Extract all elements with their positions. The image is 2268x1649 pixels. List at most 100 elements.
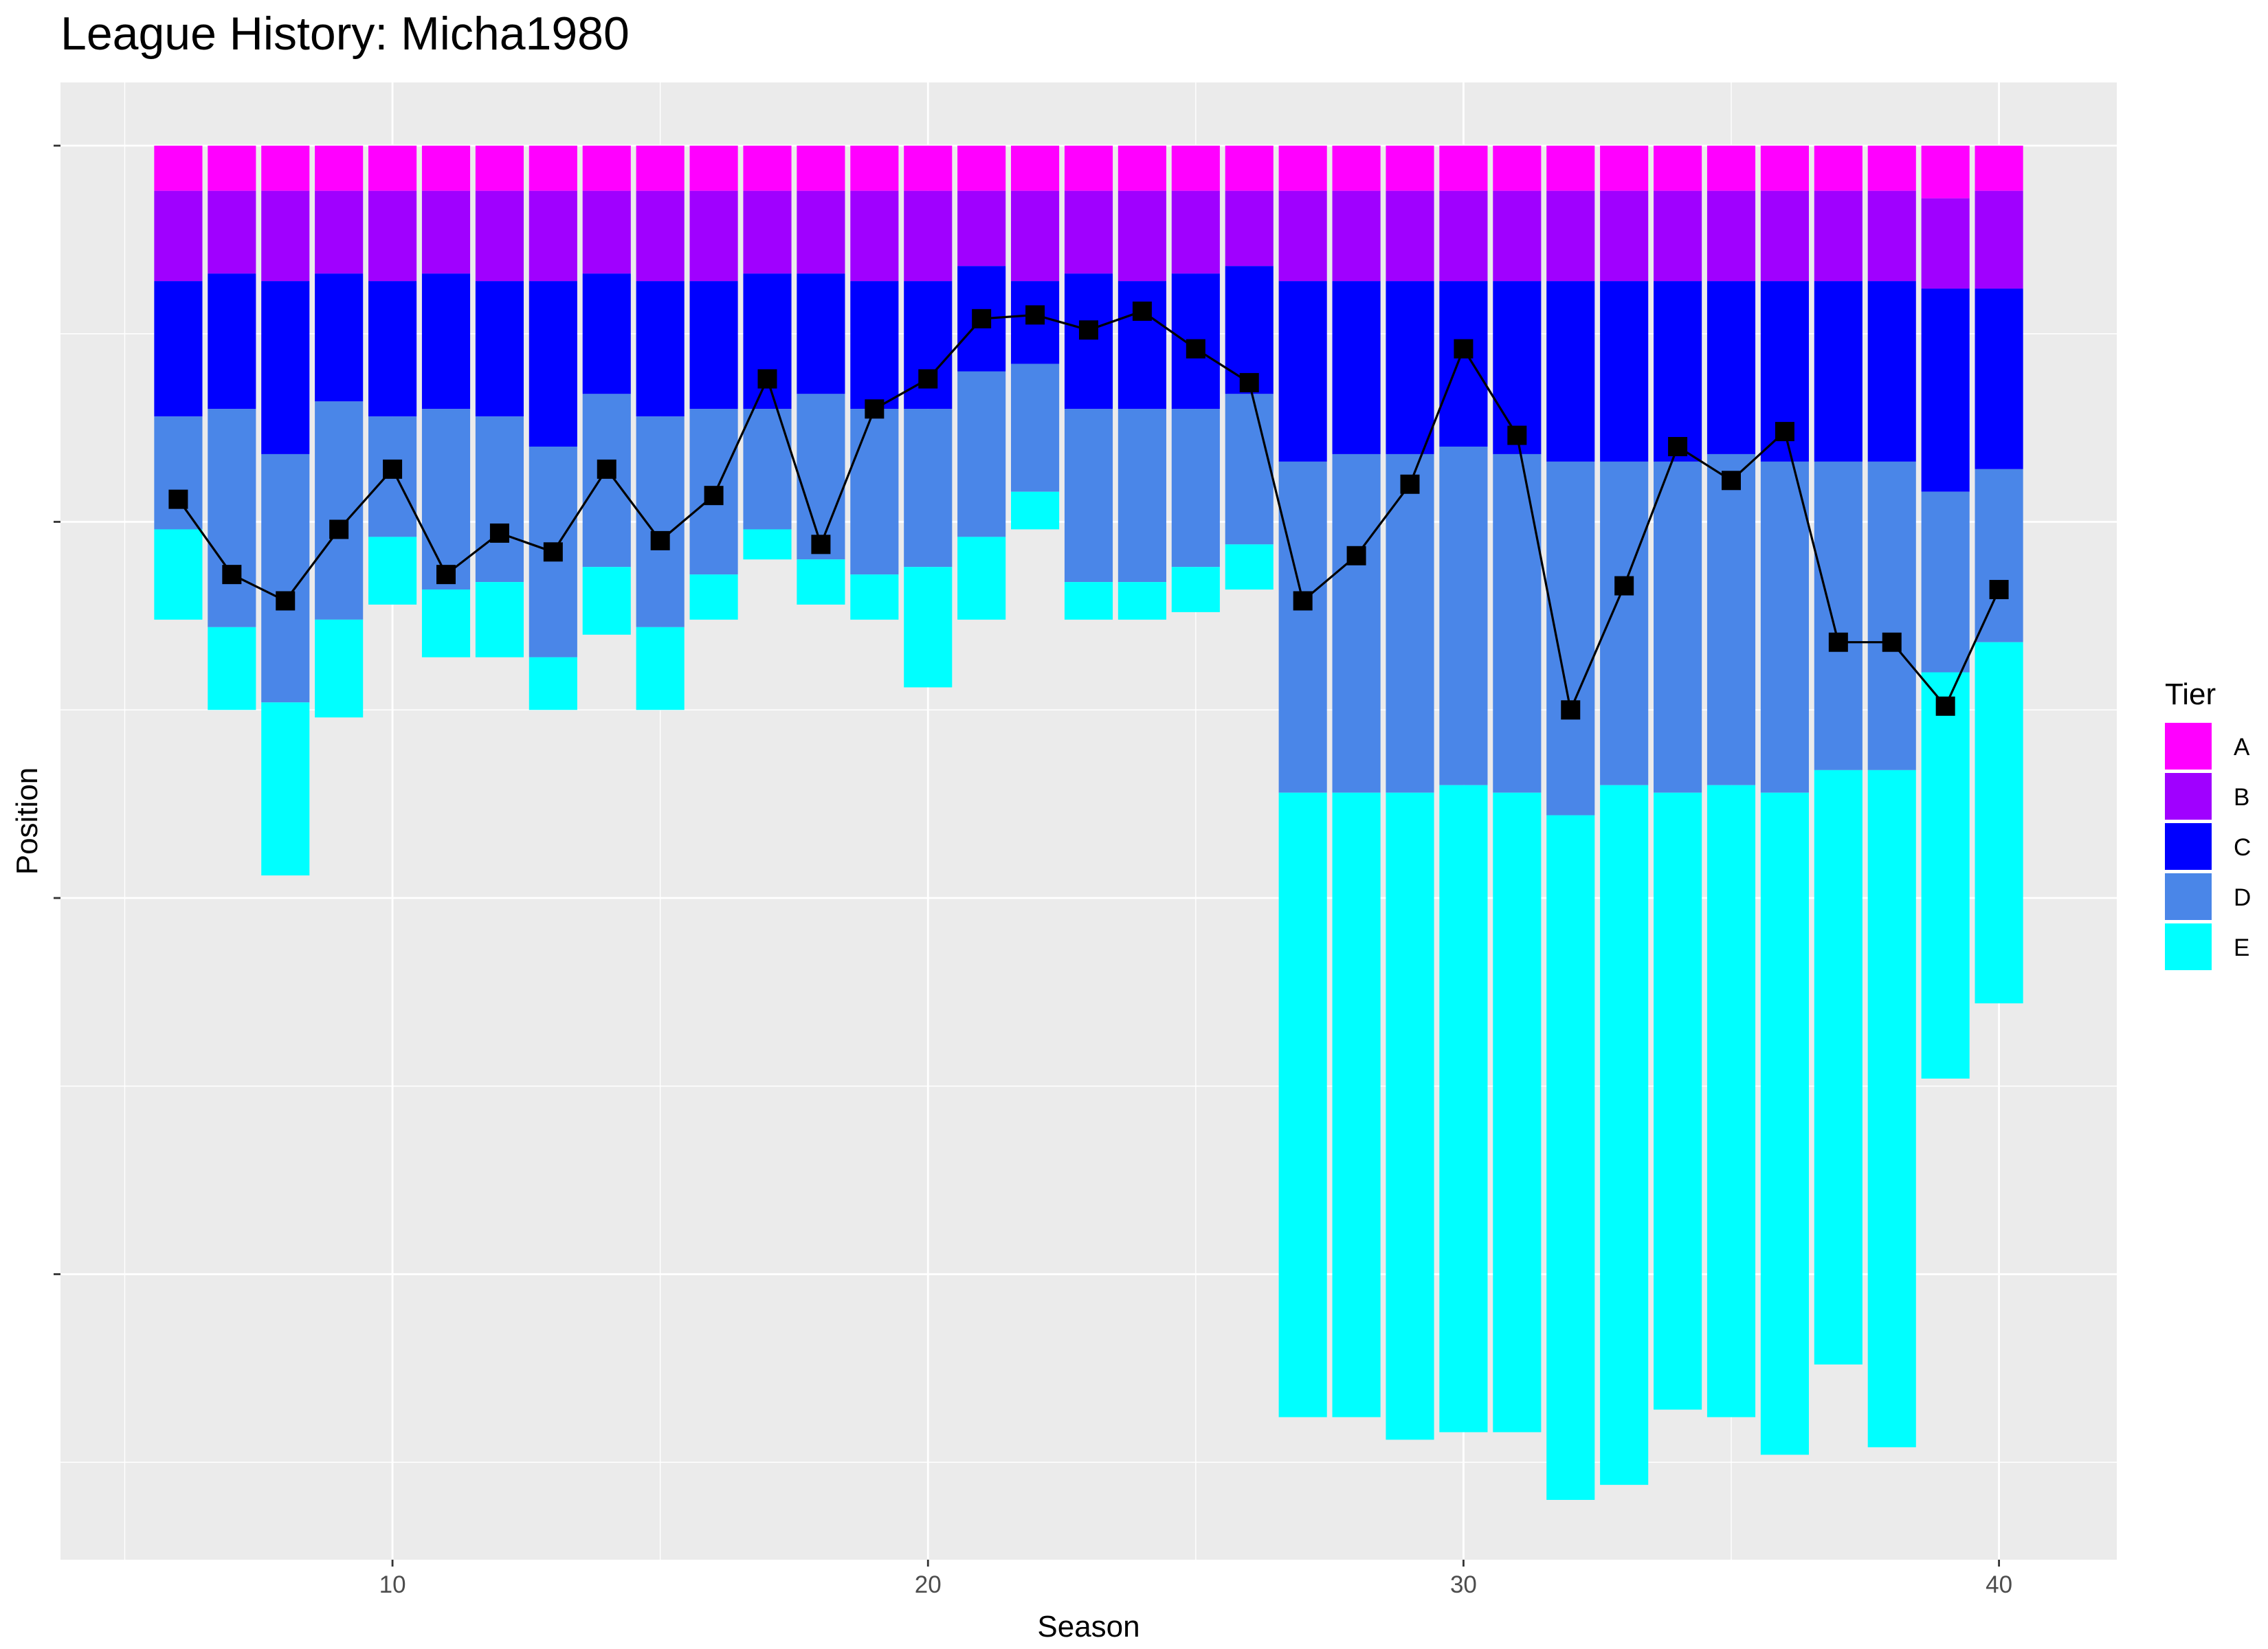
legend-key-c [2165,823,2212,870]
bar-segment-e [1975,642,2023,1004]
bar-segment-a [1654,146,1702,191]
bar-segment-e [1760,792,1809,1455]
bar-segment-b [1278,190,1327,282]
bar-segment-b [1332,190,1381,282]
bar-segment-b [315,190,364,274]
bar-segment-c [582,273,631,394]
x-axis-ticks: 10 20 30 40 [379,1560,2012,1598]
bar-segment-c [743,273,792,410]
bar-segment-e [743,529,792,560]
bar-segment-a [743,146,792,191]
bar-segment-a [1386,146,1434,191]
bar-segment-e [1706,785,1756,1417]
bar-segment-c [1814,281,1863,462]
x-tick-label: 10 [379,1571,406,1598]
bar-segment-e [636,627,685,710]
data-point [1454,339,1474,359]
bar-segment-a [1439,146,1488,191]
bar-segment-c [208,273,256,410]
bar-segment-b [1064,190,1113,274]
data-point [972,309,992,328]
bar-segment-b [1225,190,1274,267]
bar-segment-a [1332,146,1381,191]
bar-segment-d [208,409,256,627]
bar-segment-e [1118,582,1166,620]
bar-segment-c [1654,281,1702,462]
bar-segment-c [1493,281,1542,454]
bar-segment-d [957,371,1006,537]
bar-segment-b [904,190,953,282]
legend-title: Tier [2165,677,2216,711]
bar-segment-b [1654,190,1702,282]
bar-segment-e [582,567,631,635]
y-axis-ticks [54,144,60,1275]
data-point [1400,474,1420,494]
bar-segment-e [1493,792,1542,1433]
bar-segment-e [1011,491,1060,530]
bar-segment-a [689,146,738,191]
bar-segment-b [636,190,685,282]
bar-segment-d [797,394,845,560]
data-point [1722,471,1741,491]
bar-segment-c [1706,281,1756,454]
bar-segment-d [1654,461,1702,793]
bar-segment-d [475,416,524,583]
bar-segment-b [1493,190,1542,282]
bar-segment-e [797,559,845,605]
bar-segment-e [1064,582,1113,620]
legend-label-d: D [2234,884,2251,911]
bar-segment-a [154,146,203,191]
bar-segment-b [1439,190,1488,282]
bar-segment-e [957,537,1006,620]
bar-segment-b [1171,190,1220,274]
bar-segment-c [1921,289,1970,492]
bar-segment-a [529,146,577,191]
bar-segment-b [850,190,899,282]
legend-label-e: E [2234,934,2249,961]
tier-bars [154,146,2023,1500]
data-point [222,565,242,585]
bar-segment-b [1118,190,1166,282]
bar-segment-d [1867,461,1916,770]
bar-segment-a [1118,146,1166,191]
bar-segment-e [1600,785,1649,1485]
bar-segment-a [421,146,471,191]
bar-segment-a [1546,146,1595,191]
bar-segment-c [1867,281,1916,462]
bar-segment-d [1278,461,1327,793]
data-point [1025,305,1045,325]
bar-segment-a [1493,146,1542,191]
bar-segment-b [1760,190,1809,282]
legend-key-e [2165,923,2212,970]
bar-segment-d [1225,394,1274,545]
data-point [1293,591,1313,611]
bar-segment-b [957,190,1006,267]
bar-segment-b [421,190,471,274]
bar-segment-a [368,146,417,191]
data-point [1614,576,1634,596]
bar-segment-e [1439,785,1488,1433]
bar-segment-c [797,273,845,394]
legend-label-b: B [2234,784,2249,811]
bar-segment-b [529,190,577,282]
bar-segment-c [850,281,899,410]
bar-segment-e [529,657,577,710]
data-point [1561,700,1581,720]
bar-segment-e [689,574,738,620]
bar-segment-c [154,281,203,417]
bar-segment-a [904,146,953,191]
bar-segment-a [1921,146,1970,199]
data-point [168,489,188,509]
plot-panel [60,82,2117,1560]
data-point [1775,422,1794,442]
bar-segment-c [261,281,310,454]
data-point [329,519,349,539]
bar-segment-b [582,190,631,274]
data-point [918,369,938,389]
bar-segment-b [1921,198,1970,289]
bar-segment-e [1225,544,1274,590]
legend-label-c: C [2234,834,2251,861]
bar-segment-b [689,190,738,282]
